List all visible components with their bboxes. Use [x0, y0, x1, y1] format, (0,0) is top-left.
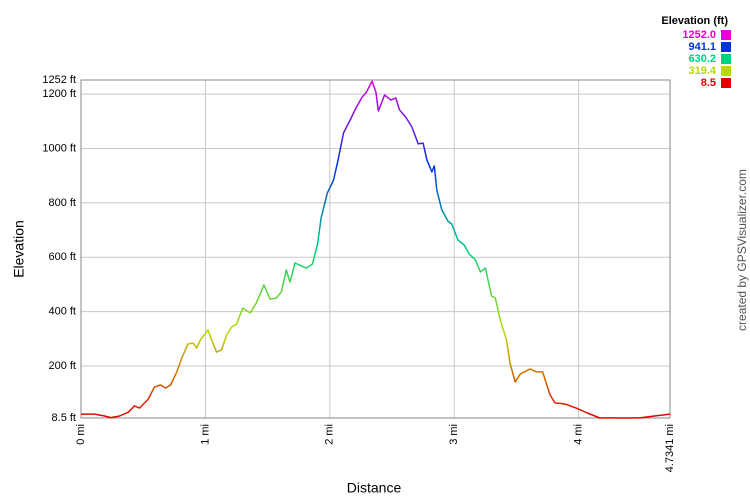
legend-swatch: [721, 30, 731, 40]
legend-title: Elevation (ft): [661, 15, 728, 27]
y-tick-label: 200 ft: [48, 360, 76, 372]
x-axis-title: Distance: [347, 480, 402, 496]
y-tick-label: 600 ft: [48, 251, 76, 263]
y-tick-label: 1200 ft: [42, 88, 76, 100]
legend-label: 941.1: [688, 41, 716, 53]
legend-label: 1252.0: [682, 29, 716, 41]
x-tick-label: 1 mi: [199, 424, 211, 445]
x-tick-label: 3 mi: [448, 424, 460, 445]
y-tick-label: 1252 ft: [42, 74, 76, 86]
x-tick-label: 4 mi: [573, 424, 585, 445]
y-axis-title: Elevation: [11, 220, 27, 278]
y-tick-label: 800 ft: [48, 197, 76, 209]
legend-swatch: [721, 66, 731, 76]
legend-swatch: [721, 78, 731, 88]
plot-frame: [80, 79, 671, 419]
legend-swatch: [721, 54, 731, 64]
x-tick-label: 0 mi: [75, 424, 87, 445]
y-tick-label: 400 ft: [48, 305, 76, 317]
legend-label: 630.2: [688, 53, 716, 65]
y-tick-label: 1000 ft: [42, 142, 76, 154]
elevation-line: [81, 80, 671, 419]
legend-swatch: [721, 42, 731, 52]
y-tick-label: 8.5 ft: [52, 412, 76, 424]
legend-label: 319.4: [688, 65, 716, 77]
legend-label: 8.5: [701, 77, 716, 89]
x-tick-label: 2 mi: [324, 424, 336, 445]
x-tick-label: 4.7341 mi: [664, 424, 676, 472]
credit: created by GPSVisualizer.com: [735, 169, 749, 331]
